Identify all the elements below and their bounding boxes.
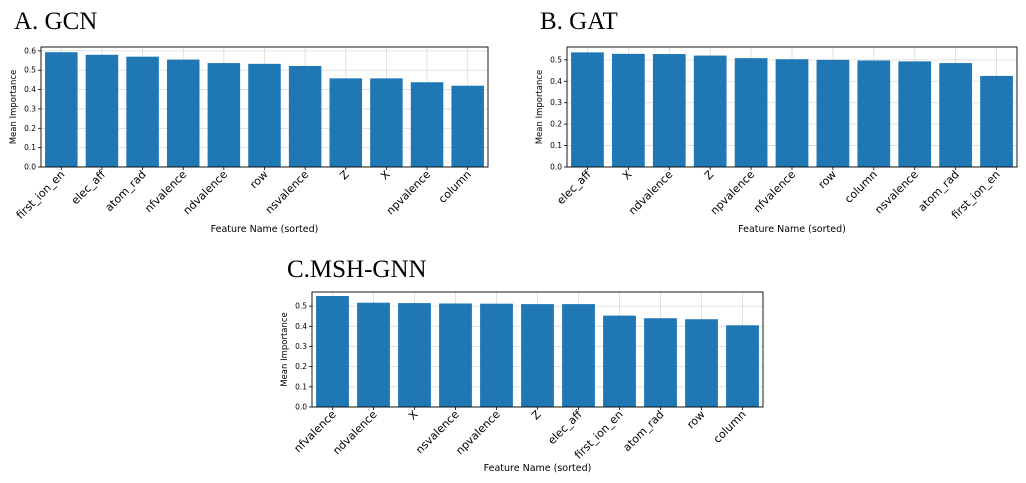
- y-tick-label: 0.5: [295, 302, 307, 311]
- bar-atom-rad: [644, 318, 677, 407]
- x-tick-label: atom_rad: [620, 408, 666, 454]
- panel-title-msh-gnn: C.MSH-GNN: [287, 256, 427, 283]
- bar-row: [816, 59, 850, 167]
- bar-row: [248, 63, 281, 167]
- x-axis-label: Feature Name (sorted): [738, 224, 846, 235]
- x-tick-label: atom_rad: [103, 168, 149, 214]
- y-tick-label: 0.5: [24, 66, 36, 75]
- x-tick-label: column: [711, 408, 749, 446]
- y-tick-label: 0.3: [24, 104, 36, 113]
- x-tick-label: column: [842, 168, 880, 206]
- y-axis-label: Mean Importance: [280, 312, 290, 387]
- x-tick-label: ndvalence: [181, 168, 231, 218]
- x-tick-label: column: [436, 168, 474, 206]
- bar-ndvalence: [357, 302, 390, 407]
- x-tick-label: npvalence: [708, 168, 758, 218]
- x-tick-label: ndvalence: [626, 168, 676, 218]
- bar-x: [370, 78, 403, 167]
- y-tick-label: 0.2: [550, 120, 562, 129]
- x-tick-label: elec_aff: [545, 408, 585, 448]
- x-tick-label: Z: [702, 168, 717, 183]
- panel-title-gat: B. GAT: [540, 8, 618, 35]
- bar-npvalence: [734, 58, 768, 168]
- y-tick-label: 0.1: [24, 143, 36, 152]
- bar-first-ion-en: [980, 75, 1013, 167]
- chart-gcn: 0.0 0.1 0.2 0.3 0.4 0.5 0.6 first_ion_en elec_af…: [9, 46, 489, 235]
- x-tick-label: X: [378, 168, 393, 183]
- bar-elec-aff: [562, 304, 595, 407]
- x-tick-label: Z: [337, 168, 352, 183]
- y-tick-label: 0.3: [295, 342, 307, 351]
- y-tick-label: 0.5: [550, 55, 562, 64]
- bar-first-ion-en: [603, 315, 636, 407]
- x-axis-label: Feature Name (sorted): [484, 463, 592, 474]
- bar-atom-rad: [939, 63, 972, 168]
- y-tick-label: 0.4: [24, 85, 36, 94]
- x-tick-label: row: [816, 168, 839, 191]
- y-tick-label: 0.0: [550, 163, 562, 172]
- bar-nfvalence: [166, 59, 200, 168]
- x-tick-label: nfvalence: [751, 168, 798, 215]
- bar-npvalence: [480, 303, 513, 407]
- bar-first-ion-en: [45, 52, 78, 167]
- x-tick-label: X: [406, 408, 421, 423]
- bar-nfvalence: [775, 59, 809, 167]
- bar-x: [398, 303, 431, 407]
- x-tick-label: row: [247, 168, 270, 191]
- x-tick-label: npvalence: [453, 408, 503, 458]
- x-tick-label: nsvalence: [263, 168, 312, 217]
- x-tick-label: npvalence: [384, 168, 434, 218]
- x-tick-label: first_ion_en: [14, 168, 68, 222]
- x-tick-label: nsvalence: [872, 168, 921, 217]
- bar-elec-aff: [571, 52, 604, 167]
- x-tick-label: row: [684, 408, 707, 431]
- bar-nsvalence: [898, 61, 932, 167]
- bar-column: [857, 60, 891, 167]
- bar-ndvalence: [652, 54, 686, 168]
- bar-x: [612, 53, 645, 167]
- bar-z: [329, 78, 363, 167]
- bar-npvalence: [410, 82, 444, 167]
- bar-column: [726, 325, 759, 407]
- bar-elec-aff: [85, 54, 119, 167]
- y-axis-label: Mean Importance: [9, 70, 19, 145]
- y-axis-label: Mean Importance: [535, 70, 545, 145]
- y-tick-label: 0.0: [24, 163, 36, 172]
- y-tick-label: 0.4: [295, 322, 307, 331]
- y-tick-label: 0.0: [295, 403, 307, 412]
- bar-nsvalence: [288, 65, 322, 167]
- x-tick-label: elec_aff: [554, 168, 594, 208]
- bar-z: [521, 304, 554, 407]
- panel-title-gcn: A. GCN: [14, 8, 98, 35]
- y-tick-label: 0.2: [24, 124, 36, 133]
- bar-atom-rad: [126, 56, 159, 168]
- x-tick-label: X: [620, 168, 635, 183]
- x-tick-label: Z: [529, 408, 544, 423]
- x-tick-label: elec_aff: [69, 168, 109, 208]
- y-tick-label: 0.2: [295, 362, 307, 371]
- y-tick-label: 0.4: [550, 77, 562, 86]
- x-axis-label: Feature Name (sorted): [211, 224, 319, 235]
- y-tick-label: 0.3: [550, 98, 562, 107]
- x-tick-label: ndvalence: [330, 408, 380, 458]
- y-tick-label: 0.1: [550, 141, 562, 150]
- bar-ndvalence: [207, 63, 241, 168]
- bar-z: [693, 55, 727, 168]
- bar-nfvalence: [316, 296, 349, 407]
- bar-column: [451, 85, 484, 167]
- bar-nsvalence: [439, 303, 472, 407]
- bar-row: [685, 319, 718, 407]
- y-tick-label: 0.6: [24, 46, 36, 55]
- y-tick-label: 0.1: [295, 382, 307, 391]
